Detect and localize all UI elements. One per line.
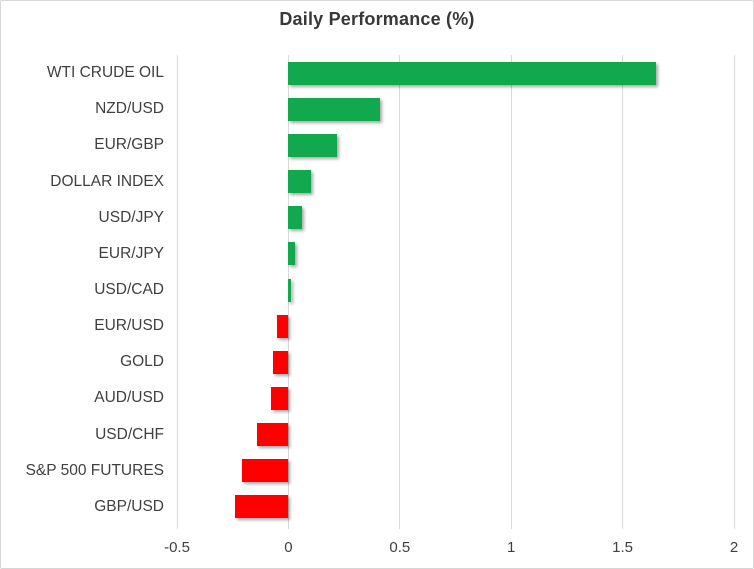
category-label-eur-usd: EUR/USD (94, 317, 164, 335)
bar-usd-jpy (288, 206, 302, 230)
gridline-1 (510, 55, 512, 529)
category-label-nzd-usd: NZD/USD (95, 100, 164, 118)
bar-eur-jpy (288, 242, 296, 266)
x-tick-label-1: 1 (507, 539, 516, 556)
category-label-aud-usd: AUD/USD (94, 389, 164, 407)
category-label-usd-cad: USD/CAD (94, 281, 164, 298)
category-label-eur-jpy: EUR/JPY (98, 244, 164, 262)
bar-dollar-index (288, 170, 311, 194)
bar-s-p-500-futures (241, 459, 289, 483)
bar-nzd-usd (288, 97, 380, 121)
category-label-usd-jpy: USD/JPY (98, 208, 164, 226)
x-tick-label-0.5: 0.5 (389, 539, 411, 556)
x-tick-label--0.5: -0.5 (164, 539, 190, 556)
category-label-usd-chf: USD/CHF (95, 425, 164, 443)
category-label-eur-gbp: EUR/GBP (94, 136, 164, 154)
category-label-gbp-usd: GBP/USD (94, 497, 164, 515)
gridline--0.5 (176, 55, 178, 529)
category-label-s-p-500-futures: S&P 500 FUTURES (25, 461, 164, 479)
x-tick-label-2: 2 (729, 539, 739, 556)
gridline-0.5 (399, 55, 401, 529)
bar-eur-usd (277, 314, 289, 338)
bar-usd-chf (257, 423, 289, 447)
chart-title: Daily Performance (%) (279, 9, 475, 29)
category-label-dollar-index: DOLLAR INDEX (50, 172, 164, 190)
category-label-gold: GOLD (120, 353, 164, 371)
gridline-1.5 (622, 55, 624, 529)
gridline-2 (733, 55, 735, 529)
category-label-wti-crude-oil: WTI CRUDE OIL (46, 64, 164, 82)
bar-gbp-usd (234, 495, 289, 519)
x-tick-label-1.5: 1.5 (612, 539, 634, 556)
bar-gold (272, 350, 289, 374)
bar-aud-usd (270, 386, 289, 410)
bar-usd-cad (288, 278, 291, 302)
bar-wti-crude-oil (288, 61, 656, 85)
x-tick-label-0: 0 (284, 539, 293, 556)
bar-eur-gbp (288, 133, 338, 157)
